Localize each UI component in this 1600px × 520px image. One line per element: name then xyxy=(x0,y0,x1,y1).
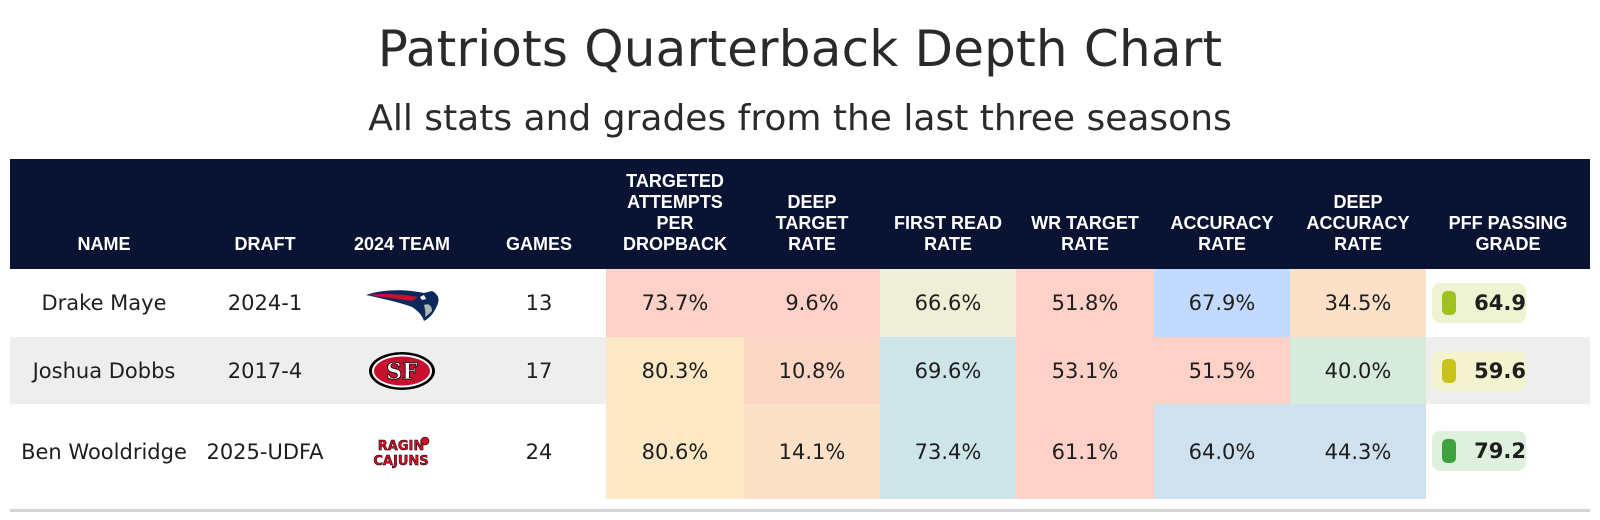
player-games: 13 xyxy=(525,291,553,315)
pff-grade-value: 64.9 xyxy=(1474,291,1526,315)
header-pff-grade: PFF PASSING GRADE xyxy=(1448,213,1568,254)
new-england-patriots-logo-icon xyxy=(366,290,439,321)
svg-text:RAGIN: RAGIN xyxy=(378,439,424,454)
pff-grade-badge: 64.9 xyxy=(1432,283,1526,323)
player-name: Joshua Dobbs xyxy=(32,358,176,383)
header-deep-accuracy-rate: DEEP ACCURACY RATE xyxy=(1306,192,1410,254)
player-draft: 2024-1 xyxy=(227,291,303,315)
stat-deep-target-rate: 10.8% xyxy=(744,337,880,404)
grade-color-square xyxy=(1442,439,1457,463)
stat-targeted-attempts: 73.7% xyxy=(606,269,744,337)
player-games: 24 xyxy=(525,439,553,464)
san-francisco-49ers-logo-icon: SF xyxy=(369,351,435,390)
header-wr-target-rate: WR TARGET RATE xyxy=(1031,213,1139,254)
grade-color-square xyxy=(1442,291,1457,315)
page-title: Patriots Quarterback Depth Chart xyxy=(377,20,1223,78)
grade-color-square xyxy=(1442,359,1457,383)
stat-first-read-rate: 66.6% xyxy=(880,269,1016,337)
ragin-cajuns-logo-icon: RAGIN CAJUNS xyxy=(373,436,430,469)
pff-grade-value: 59.6 xyxy=(1474,359,1526,383)
player-draft: 2025-UDFA xyxy=(206,439,324,464)
stat-deep-accuracy-rate: 40.0% xyxy=(1290,337,1426,404)
team-logo-cell xyxy=(332,269,472,337)
table-bottom-rule xyxy=(10,509,1590,512)
table-header: NAME DRAFT 2024 TEAM GAMES TARGETED ATTE… xyxy=(10,159,1590,269)
team-logo-cell: RAGIN CAJUNS xyxy=(332,404,472,499)
table-row: Drake Maye 2024-1 13 73.7% 9.6% 66.6% 51… xyxy=(10,269,1590,337)
stat-targeted-attempts: 80.6% xyxy=(606,404,744,499)
table-row: Joshua Dobbs 2017-4 SF 17 80.3% 10.8% 69… xyxy=(10,337,1590,404)
header-draft: DRAFT xyxy=(234,234,296,254)
header-team: 2024 TEAM xyxy=(353,234,451,254)
player-name: Drake Maye xyxy=(41,291,167,315)
svg-text:SF: SF xyxy=(386,359,418,385)
page-subtitle: All stats and grades from the last three… xyxy=(368,98,1232,139)
team-logo-cell: SF xyxy=(332,337,472,404)
stat-accuracy-rate: 67.9% xyxy=(1154,269,1290,337)
svg-text:CAJUNS: CAJUNS xyxy=(373,454,428,469)
stat-deep-accuracy-rate: 44.3% xyxy=(1290,404,1426,499)
player-name: Ben Wooldridge xyxy=(21,439,187,464)
stat-wr-target-rate: 61.1% xyxy=(1016,404,1154,499)
pff-grade-badge: 79.2 xyxy=(1432,431,1526,471)
header-targeted-attempts: TARGETED ATTEMPTS PER DROPBACK xyxy=(622,171,727,254)
stat-wr-target-rate: 53.1% xyxy=(1016,337,1154,404)
stat-accuracy-rate: 51.5% xyxy=(1154,337,1290,404)
stat-targeted-attempts: 80.3% xyxy=(606,337,744,404)
header-deep-target-rate: DEEP TARGET RATE xyxy=(775,192,849,254)
stat-deep-target-rate: 14.1% xyxy=(744,404,880,499)
pff-grade-value: 79.2 xyxy=(1474,439,1526,463)
stat-wr-target-rate: 51.8% xyxy=(1016,269,1154,337)
table-row: Ben Wooldridge 2025-UDFA RAGIN CAJUNS 24… xyxy=(10,404,1590,499)
player-games: 17 xyxy=(525,358,553,383)
header-accuracy-rate: ACCURACY RATE xyxy=(1170,213,1274,254)
header-games: GAMES xyxy=(505,234,572,254)
stat-accuracy-rate: 64.0% xyxy=(1154,404,1290,499)
header-name: NAME xyxy=(77,234,131,254)
stat-first-read-rate: 69.6% xyxy=(880,337,1016,404)
player-draft: 2017-4 xyxy=(227,358,303,383)
pff-grade-badge: 59.6 xyxy=(1432,351,1526,391)
header-first-read-rate: FIRST READ RATE xyxy=(894,213,1002,254)
stat-first-read-rate: 73.4% xyxy=(880,404,1016,499)
stat-deep-accuracy-rate: 34.5% xyxy=(1290,269,1426,337)
stat-deep-target-rate: 9.6% xyxy=(744,269,880,337)
